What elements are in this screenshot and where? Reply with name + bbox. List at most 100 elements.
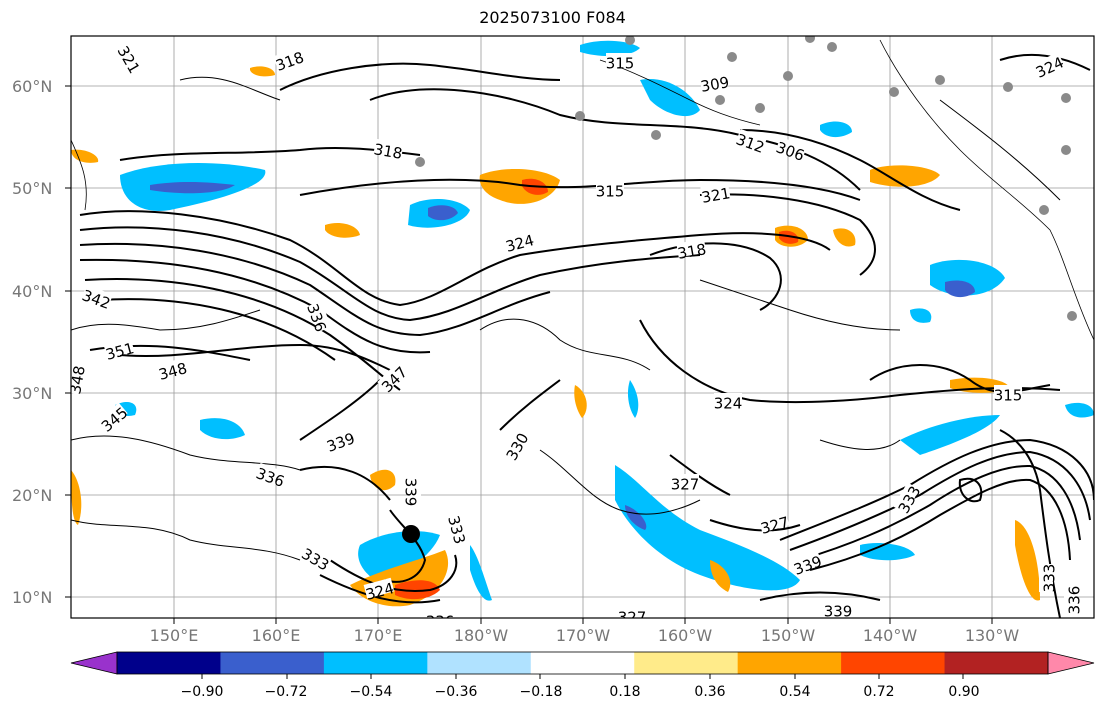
colorbar-swatch bbox=[737, 652, 842, 674]
colorbar-swatch bbox=[220, 652, 325, 674]
lat-label: 60°N bbox=[12, 77, 53, 96]
contour-label-group: 339 bbox=[824, 601, 853, 621]
station-dot bbox=[755, 103, 765, 113]
colorbar-tick-label: 0.72 bbox=[863, 684, 895, 700]
contour-loop-e bbox=[958, 477, 983, 503]
patch-blue-e bbox=[910, 308, 932, 323]
contour-label: 327 bbox=[671, 476, 700, 494]
patch-blue-storm2 bbox=[470, 545, 492, 601]
contour-label-bg bbox=[618, 607, 646, 618]
contour-label: 309 bbox=[699, 73, 730, 96]
contour-label: 339 bbox=[824, 603, 853, 621]
patch-orange-far-se bbox=[1015, 520, 1040, 601]
contour-label-bg bbox=[426, 611, 454, 618]
colorbar-swatch bbox=[944, 652, 1049, 674]
thin-contour-1 bbox=[71, 309, 261, 331]
colorbar-tick-label: −0.36 bbox=[434, 684, 478, 700]
colorbar-swatch bbox=[634, 652, 739, 674]
contour-label-group: 318 bbox=[676, 238, 708, 263]
coast-aleutians bbox=[599, 59, 761, 126]
patch-blue-gulf bbox=[820, 121, 852, 138]
thin-contour-7 bbox=[179, 76, 281, 101]
thin-contour-4 bbox=[479, 318, 651, 371]
contour-storm-a bbox=[329, 554, 458, 592]
thin-contour-3 bbox=[71, 519, 301, 561]
contour-324 bbox=[79, 210, 831, 307]
lon-label: 170°W bbox=[555, 626, 611, 645]
contour-348b bbox=[119, 343, 401, 376]
colorbar-tick-label: −0.54 bbox=[349, 684, 393, 700]
contour-label-group: 333 bbox=[1039, 564, 1059, 592]
colorbar-swatch bbox=[841, 652, 946, 674]
station-dot bbox=[1061, 145, 1071, 155]
thin-contour-9 bbox=[819, 439, 901, 450]
contour-324ne bbox=[999, 53, 1091, 71]
station-dots bbox=[415, 36, 1077, 321]
contour-label-group: 309 bbox=[699, 71, 731, 96]
colorbar-swatch bbox=[117, 652, 221, 674]
lon-label: 150°W bbox=[760, 626, 816, 645]
contour-label-group: 315 bbox=[596, 181, 625, 201]
colorbar bbox=[70, 651, 1095, 679]
patch-red-storm bbox=[395, 580, 440, 600]
contour-label-group: 336 bbox=[426, 611, 454, 618]
contour-label-bg bbox=[775, 136, 807, 160]
station-dot bbox=[783, 71, 793, 81]
axis-ticks bbox=[65, 85, 993, 624]
contour-label-bg bbox=[1032, 52, 1064, 77]
contour-label-bg bbox=[699, 71, 730, 91]
contour-label: 315 bbox=[596, 183, 625, 201]
station-dot bbox=[575, 111, 585, 121]
contour-327s bbox=[709, 519, 801, 532]
contour-label-bg bbox=[676, 238, 707, 258]
station-dot bbox=[1003, 82, 1013, 92]
contour-label-group: 327 bbox=[671, 474, 700, 494]
contour-label-group: 327 bbox=[618, 607, 646, 618]
contour-label-group: 336 bbox=[1064, 586, 1084, 614]
thick-contours bbox=[79, 53, 1094, 618]
contour-321 bbox=[699, 193, 876, 276]
lat-label: 10°N bbox=[12, 588, 53, 607]
patch-orange-mid bbox=[479, 168, 560, 204]
lon-label: 180°W bbox=[453, 626, 509, 645]
contour-label: 318 bbox=[372, 140, 403, 163]
plot-title: 2025073100 F084 bbox=[479, 8, 626, 27]
colorbar-extend-max bbox=[1047, 651, 1095, 675]
patch-orange-w bbox=[325, 223, 360, 238]
contour-label-bg bbox=[118, 42, 145, 74]
colorbar-tick-label: −0.18 bbox=[519, 684, 563, 700]
map-background bbox=[71, 36, 1094, 618]
lon-label: 130°W bbox=[964, 626, 1020, 645]
colorbar-outline bbox=[116, 651, 1049, 675]
patch-orange-nw bbox=[250, 66, 275, 77]
patch-blue-east-band bbox=[900, 415, 1000, 455]
contour-label-bg bbox=[97, 402, 128, 432]
contour-label-bg bbox=[700, 182, 731, 202]
patch-blue-se2 bbox=[860, 543, 915, 561]
contour-327 bbox=[79, 226, 701, 322]
contour-label-bg bbox=[606, 53, 634, 67]
patch-blue-w1 bbox=[200, 418, 245, 440]
contour-label-group: 318 bbox=[372, 138, 404, 163]
lat-label: 30°N bbox=[12, 384, 53, 403]
contour-label: 321 bbox=[700, 184, 731, 207]
contour-label-bg bbox=[714, 393, 742, 407]
contour-label-bg bbox=[1039, 564, 1053, 592]
lon-label: 170°E bbox=[353, 626, 403, 645]
contour-324s bbox=[669, 454, 731, 496]
contour-label-bg bbox=[308, 301, 332, 333]
contour-label-bg bbox=[71, 364, 84, 395]
contour-label-group: 315 bbox=[994, 385, 1022, 405]
station-dot bbox=[1067, 311, 1077, 321]
coast-nw-america bbox=[879, 39, 1094, 341]
patch-blue-north bbox=[580, 40, 640, 57]
contour-330 bbox=[79, 242, 551, 337]
shaded-anomaly-patches bbox=[71, 40, 1094, 607]
contour-label-bg bbox=[373, 138, 404, 158]
lon-label: 140°W bbox=[862, 626, 918, 645]
station-dot bbox=[1061, 93, 1071, 103]
lon-label: 160°W bbox=[657, 626, 713, 645]
colorbar-swatch bbox=[427, 652, 532, 674]
thin-contour-5 bbox=[539, 449, 701, 515]
